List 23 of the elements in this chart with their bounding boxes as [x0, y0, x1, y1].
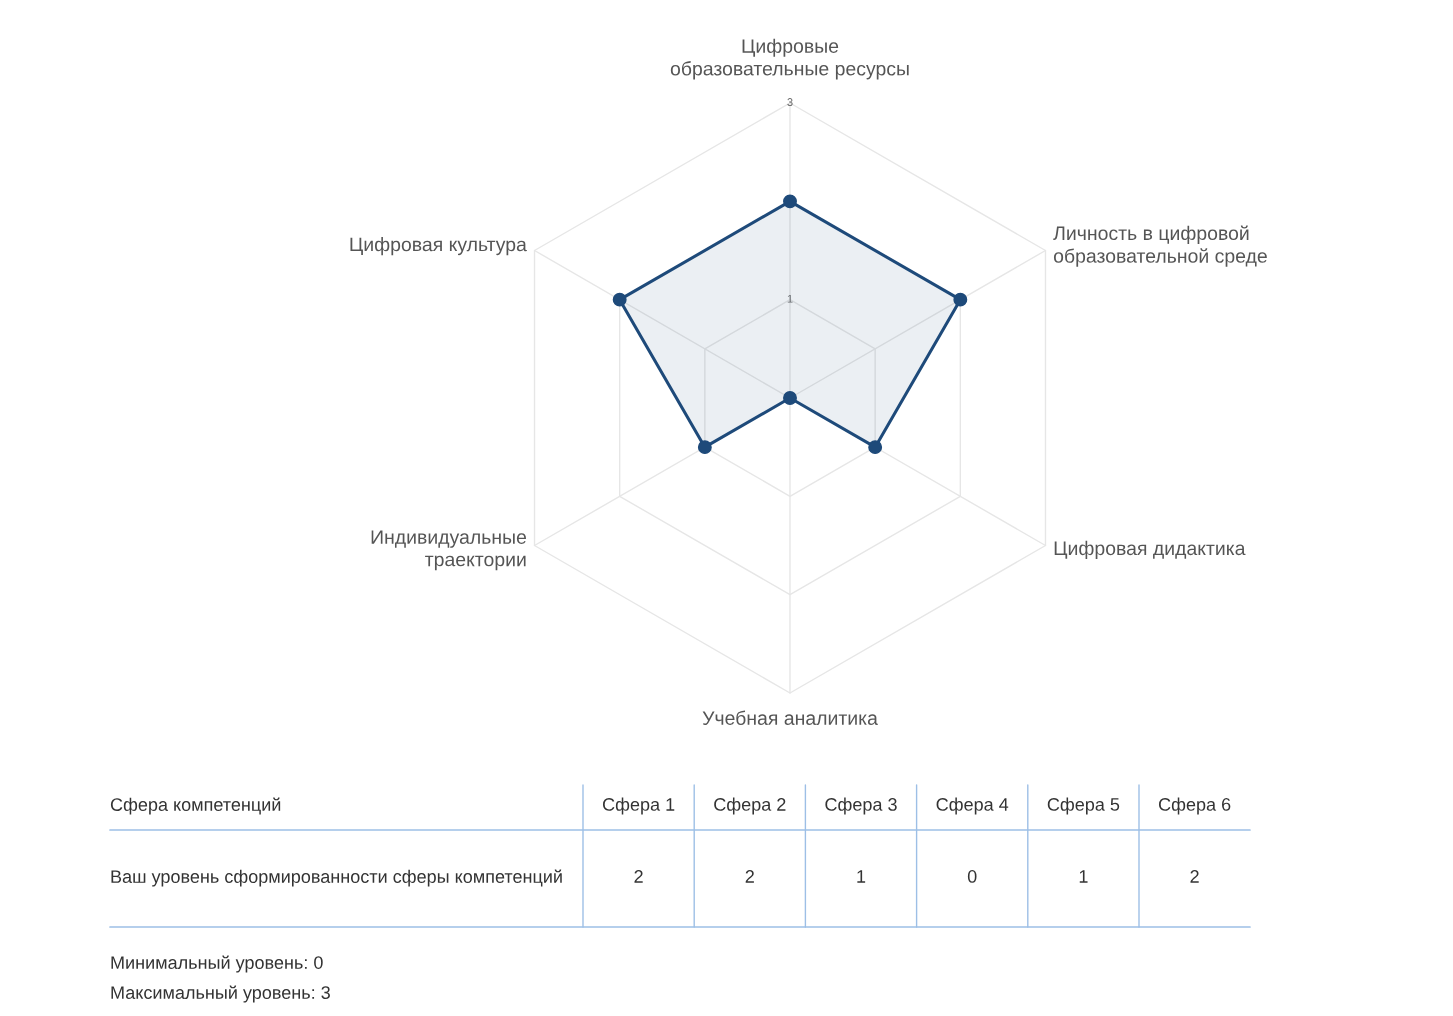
text: 1: [1079, 870, 1088, 883]
text: Сфера 2: [714, 797, 786, 815]
spoke-label: Личность в цифровой образовательной среде: [1053, 225, 1267, 267]
y-tick-label: 3: [787, 98, 793, 106]
text: Сфера 1: [602, 797, 675, 815]
text: Ваш уровень сформированности сферы компетенций: [111, 869, 562, 887]
text: Минимальный уровень: 0: [111, 955, 323, 973]
text: 1: [857, 870, 866, 883]
spoke-label: Индивидуальные траектории: [371, 530, 526, 571]
spoke-label: Цифровая культура: [350, 237, 527, 256]
spoke-label: Учебная аналитика: [702, 710, 878, 725]
spoke-label: Цифровая дидактика: [1054, 540, 1246, 559]
text: Сфера 3: [825, 797, 897, 815]
text: Максимальный уровень: 3: [111, 985, 330, 1003]
text: Сфера компетенций: [110, 797, 281, 815]
text: Сфера 5: [1047, 797, 1120, 815]
text: 2: [634, 870, 643, 883]
text: 2: [1190, 870, 1199, 883]
text: Сфера 4: [936, 797, 1009, 815]
text: 0: [967, 870, 977, 883]
text: 2: [745, 870, 754, 883]
text: Сфера 6: [1158, 797, 1231, 815]
spoke-label: Цифровые образовательные ресурсы: [670, 38, 909, 80]
